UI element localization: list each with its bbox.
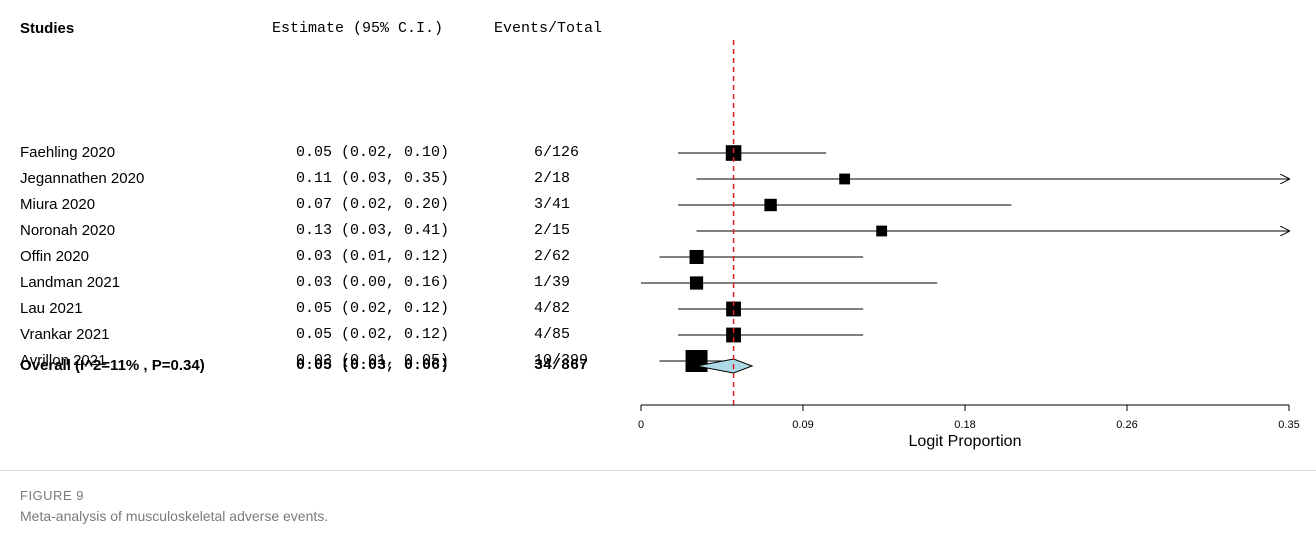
study-name: Avrillon 2021 — [20, 352, 107, 369]
study-name: Vrankar 2021 — [20, 326, 110, 343]
study-events: 6/126 — [534, 144, 580, 161]
study-name: Miura 2020 — [20, 196, 96, 213]
overall-name: Overall (I^2=11% , P=0.34) — [20, 357, 205, 374]
study-estimate: 0.13 (0.03, 0.41) — [296, 222, 450, 239]
study-name: Noronah 2020 — [20, 222, 116, 239]
point-estimate-box — [689, 276, 704, 290]
study-estimate: 0.03 (0.01, 0.05) — [296, 352, 450, 369]
point-estimate-box — [876, 225, 888, 237]
study-events: 10/399 — [534, 352, 589, 369]
point-estimate-box — [726, 301, 741, 317]
x-tick-label: 0.09 — [792, 419, 813, 431]
study-estimate: 0.05 (0.02, 0.12) — [296, 326, 450, 343]
header-studies: Studies — [20, 20, 75, 37]
x-tick-label: 0.35 — [1278, 419, 1299, 431]
forest-plot-area: 0 0.09 0.18 0.26 0.35 Logit Proportion — [638, 40, 1300, 450]
x-tick-label: 0.26 — [1116, 419, 1137, 431]
x-tick-label: 0.18 — [954, 419, 975, 431]
figure-caption: Meta-analysis of musculoskeletal adverse… — [20, 508, 329, 524]
study-estimate: 0.07 (0.02, 0.20) — [296, 196, 450, 213]
study-events: 4/85 — [534, 326, 571, 343]
header-estimate: Estimate (95% C.I.) — [272, 20, 444, 37]
point-estimate-box — [839, 173, 851, 185]
study-name: Landman 2021 — [20, 274, 121, 291]
study-estimate: 0.11 (0.03, 0.35) — [296, 170, 450, 187]
overall-estimate: 0.05 (0.03, 0.06) — [296, 357, 450, 374]
overall-diamond — [696, 358, 754, 374]
caption-divider — [0, 470, 1316, 471]
x-tick-label: 0 — [638, 419, 644, 431]
x-axis-label: Logit Proportion — [909, 433, 1022, 450]
point-estimate-box — [726, 327, 741, 343]
point-estimate-box — [689, 250, 704, 264]
study-events: 2/62 — [534, 248, 571, 265]
study-estimate: 0.03 (0.01, 0.12) — [296, 248, 450, 265]
study-events: 1/39 — [534, 274, 571, 291]
study-name: Faehling 2020 — [20, 144, 116, 161]
study-estimate: 0.03 (0.00, 0.16) — [296, 274, 450, 291]
study-name: Lau 2021 — [20, 300, 83, 317]
figure-label: FIGURE 9 — [20, 488, 84, 503]
study-estimate: 0.05 (0.02, 0.10) — [296, 144, 450, 161]
point-estimate-box — [685, 350, 708, 372]
study-name: Jegannathen 2020 — [20, 170, 145, 187]
study-events: 3/41 — [534, 196, 571, 213]
study-events: 4/82 — [534, 300, 571, 317]
header-events-total: Events/Total — [494, 20, 603, 37]
study-estimate: 0.05 (0.02, 0.12) — [296, 300, 450, 317]
study-name: Offin 2020 — [20, 248, 89, 265]
study-events: 2/15 — [534, 222, 571, 239]
study-events: 2/18 — [534, 170, 571, 187]
point-estimate-box — [764, 198, 777, 212]
overall-events: 34/867 — [534, 357, 589, 374]
